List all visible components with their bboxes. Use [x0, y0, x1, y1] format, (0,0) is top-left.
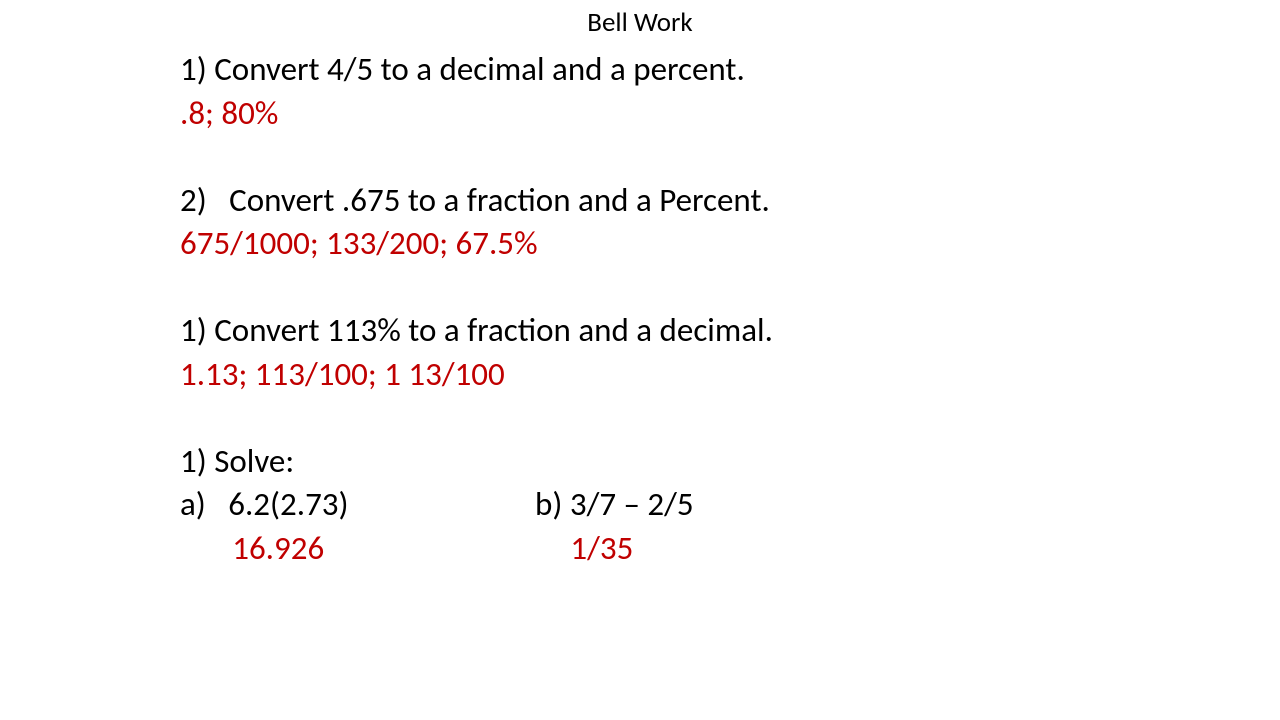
answer-4a: 16.926 — [232, 528, 324, 568]
question-1: 1) Convert 4/5 to a decimal and a percen… — [180, 48, 1180, 92]
q2-text: Convert .675 to a fraction and a Percent… — [229, 180, 770, 220]
q1-text: Convert 4/5 to a decimal and a percent. — [214, 49, 745, 89]
content-body: 1) Convert 4/5 to a decimal and a percen… — [180, 48, 1180, 570]
answer-4b: 1/35 — [570, 528, 633, 568]
question-3: 1) Convert 113% to a fraction and a deci… — [180, 309, 1180, 353]
page-title: Bell Work — [0, 6, 1280, 39]
q4-prefix: 1) — [180, 441, 207, 481]
blank-line — [180, 135, 1180, 179]
question-4: 1) Solve: — [180, 440, 1180, 484]
q2-prefix: 2) — [180, 180, 207, 220]
answer-2: 675/1000; 133/200; 67.5% — [180, 222, 1180, 266]
q4-text: Solve: — [214, 441, 294, 481]
answer-1: .8; 80% — [180, 92, 1180, 136]
blank-line — [180, 266, 1180, 310]
q3-text: Convert 113% to a fraction and a decimal… — [214, 310, 773, 350]
question-2: 2) Convert .675 to a fraction and a Perc… — [180, 179, 1180, 223]
answer-3: 1.13; 113/100; 1 13/100 — [180, 353, 1180, 397]
q4b-text: 3/7 – 2/5 — [570, 484, 694, 524]
q4a-prefix: a) — [180, 484, 206, 524]
q1-prefix: 1) — [180, 49, 207, 89]
question-4-parts: a) 6.2(2.73) b) 3/7 – 2/5 — [180, 483, 1180, 527]
blank-line — [180, 396, 1180, 440]
q3-prefix: 1) — [180, 310, 207, 350]
q4a-text: 6.2(2.73) — [228, 484, 348, 524]
q4b-prefix: b) — [535, 484, 562, 524]
answer-4: 16.926 1/35 — [180, 527, 1180, 571]
